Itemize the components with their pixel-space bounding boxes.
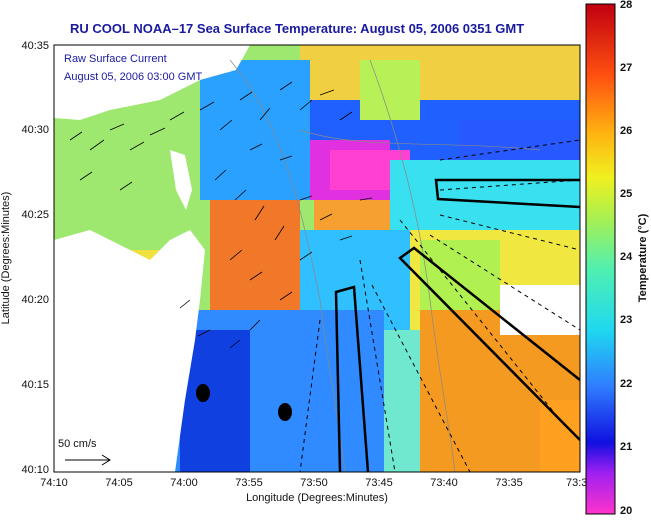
colorbar-tick: 25 xyxy=(620,188,632,200)
radial-lines xyxy=(299,139,580,472)
figure-title: RU COOL NOAA–17 Sea Surface Temperature:… xyxy=(70,21,525,36)
x-tick-label: 73:50 xyxy=(300,477,328,489)
x-tick-label: 73:40 xyxy=(430,477,458,489)
colorbar-tick: 21 xyxy=(620,441,632,453)
colorbar-tick: 26 xyxy=(620,125,632,137)
station-marker xyxy=(278,403,292,421)
colorbar-tick: 28 xyxy=(620,0,632,11)
colorbar-tick: 23 xyxy=(620,314,632,326)
x-tick-label: 74:00 xyxy=(170,477,198,489)
overlay-line1: Raw Surface Current xyxy=(64,53,167,65)
x-axis-title: Longitude (Degrees:Minutes) xyxy=(246,492,388,504)
x-tick-label: 73:35 xyxy=(495,477,523,489)
scale-label: 50 cm/s xyxy=(58,438,97,450)
x-tick-label: 73:45 xyxy=(365,477,393,489)
y-tick-label: 40:25 xyxy=(21,209,49,221)
colorbar-tick: 24 xyxy=(620,251,633,263)
x-tick-label: 74:10 xyxy=(40,477,68,489)
y-tick-label: 40:35 xyxy=(21,40,49,52)
y-tick-label: 40:10 xyxy=(21,464,49,476)
station-marker xyxy=(196,384,210,402)
y-axis: 40:35 40:30 40:25 40:20 40:15 40:10 Lati… xyxy=(0,40,49,476)
current-vectors xyxy=(69,81,373,349)
x-tick-label: 74:05 xyxy=(105,477,133,489)
x-tick-label: 73:3 xyxy=(566,477,587,489)
colorbar-tick: 27 xyxy=(620,62,632,74)
y-tick-label: 40:30 xyxy=(21,124,49,136)
y-tick-label: 40:15 xyxy=(21,379,49,391)
colorbar-tick: 20 xyxy=(620,505,632,517)
transect-boxes xyxy=(334,178,580,472)
x-axis: 74:10 74:05 74:00 73:55 73:50 73:45 73:4… xyxy=(40,477,587,504)
y-tick-label: 40:20 xyxy=(21,294,49,306)
colorbar: 28 27 26 25 24 23 22 21 20 Temperature (… xyxy=(585,0,649,517)
overlay-line2: August 05, 2006 03:00 GMT xyxy=(64,71,202,83)
y-axis-title: Latitude (Degrees:Minutes) xyxy=(0,192,12,325)
sst-field xyxy=(54,45,580,472)
colorbar-gradient xyxy=(585,3,616,515)
x-tick-label: 73:55 xyxy=(235,477,263,489)
colorbar-title: Temperature (°C) xyxy=(637,213,649,302)
colorbar-tick: 22 xyxy=(620,378,632,390)
plot-frame xyxy=(53,44,581,473)
